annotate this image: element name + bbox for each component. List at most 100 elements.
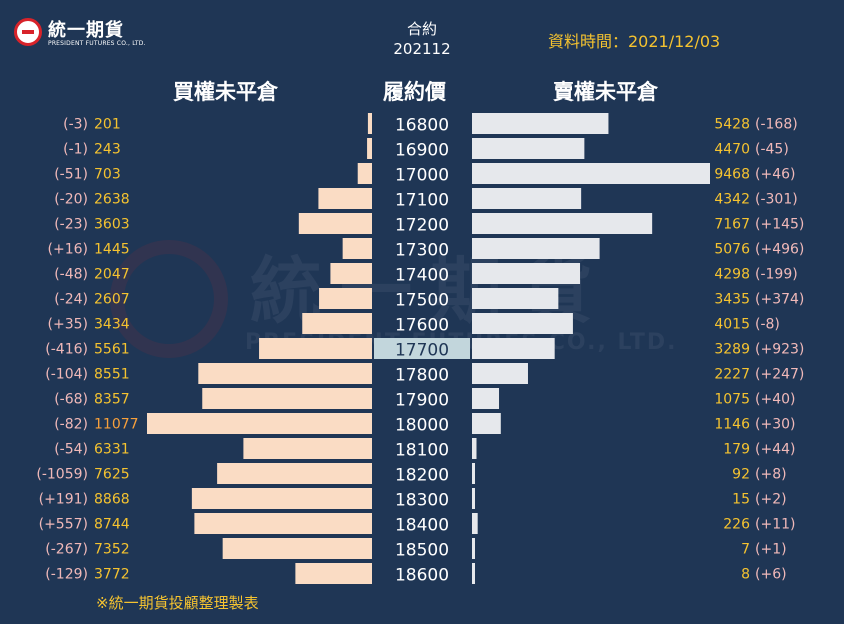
- call-oi-bar: [198, 363, 372, 384]
- put-oi-bar: [472, 288, 559, 309]
- call-change-label: (-82): [54, 417, 88, 433]
- call-oi-label: 8551: [94, 367, 130, 383]
- put-change-label: (-8): [755, 317, 780, 333]
- call-oi-label: 2607: [94, 292, 130, 308]
- put-oi-label: 179: [723, 442, 750, 458]
- put-oi-label: 4298: [714, 267, 750, 283]
- put-oi-bar: [472, 463, 475, 484]
- strike-label: 16900: [395, 141, 449, 161]
- call-change-label: (-267): [45, 542, 88, 558]
- put-oi-bar: [472, 513, 478, 534]
- call-oi-bar: [147, 413, 372, 434]
- put-oi-label: 15: [732, 492, 750, 508]
- put-oi-title: 賣權未平倉: [553, 80, 658, 104]
- call-oi-bar: [318, 188, 372, 209]
- strike-title: 履約價: [383, 80, 446, 104]
- strike-label: 17600: [395, 316, 449, 336]
- put-change-label: (+374): [755, 292, 804, 308]
- strike-label: 17300: [395, 241, 449, 261]
- put-change-label: (+145): [755, 217, 804, 233]
- call-oi-bar: [259, 338, 372, 359]
- call-oi-bar: [367, 138, 372, 159]
- call-oi-bar: [342, 238, 372, 259]
- call-oi-label: 6331: [94, 442, 130, 458]
- strike-label: 17700: [395, 341, 449, 361]
- put-oi-bar: [472, 413, 501, 434]
- call-oi-label: 8744: [94, 517, 130, 533]
- call-change-label: (+557): [39, 517, 88, 533]
- put-oi-label: 1146: [714, 417, 750, 433]
- strike-label: 17000: [395, 166, 449, 186]
- put-change-label: (+2): [755, 492, 787, 508]
- call-oi-label: 3434: [94, 317, 130, 333]
- call-oi-bar: [194, 513, 372, 534]
- call-change-label: (-1059): [36, 467, 88, 483]
- put-oi-label: 3289: [714, 342, 750, 358]
- strike-highlight: [374, 338, 470, 359]
- put-oi-label: 5428: [714, 117, 750, 133]
- call-oi-label: 243: [94, 142, 121, 158]
- put-oi-label: 226: [723, 517, 750, 533]
- put-change-label: (+247): [755, 367, 804, 383]
- call-change-label: (+16): [48, 242, 88, 258]
- call-change-label: (-54): [54, 442, 88, 458]
- call-change-label: (+35): [48, 317, 88, 333]
- put-oi-label: 9468: [714, 167, 750, 183]
- call-oi-label: 8357: [94, 392, 130, 408]
- call-oi-label: 7352: [94, 542, 130, 558]
- put-change-label: (-168): [755, 117, 798, 133]
- put-oi-bar: [472, 363, 528, 384]
- put-oi-bar: [472, 313, 573, 334]
- contract-label: 合約: [406, 20, 437, 38]
- call-change-label: (-104): [45, 367, 88, 383]
- put-oi-bar: [472, 163, 710, 184]
- put-oi-bar: [472, 113, 609, 134]
- call-oi-bar: [319, 288, 372, 309]
- strike-label: 17100: [395, 191, 449, 211]
- put-oi-bar: [472, 263, 581, 284]
- call-oi-bar: [330, 263, 372, 284]
- put-change-label: (+496): [755, 242, 804, 258]
- call-change-label: (-20): [54, 192, 88, 208]
- call-oi-label: 3772: [94, 567, 130, 583]
- call-oi-bar: [202, 388, 372, 409]
- call-change-label: (-48): [54, 267, 88, 283]
- put-oi-bar: [472, 438, 477, 459]
- call-oi-bar: [222, 538, 372, 559]
- logo-icon: [14, 18, 42, 46]
- put-oi-bar: [472, 213, 653, 234]
- put-oi-label: 3435: [714, 292, 750, 308]
- call-oi-bar: [357, 163, 372, 184]
- call-oi-bar: [298, 213, 372, 234]
- call-oi-bar: [367, 113, 372, 134]
- logo-subtitle: PRESIDENT FUTURES CO., LTD.: [48, 40, 146, 47]
- strike-label: 16800: [395, 116, 449, 136]
- call-oi-label: 8868: [94, 492, 130, 508]
- strike-label: 18000: [395, 416, 449, 436]
- strike-label: 17500: [395, 291, 449, 311]
- put-oi-bar: [472, 338, 555, 359]
- put-change-label: (+6): [755, 567, 787, 583]
- call-change-label: (-24): [54, 292, 88, 308]
- put-change-label: (+1): [755, 542, 787, 558]
- call-oi-label: 5561: [94, 342, 130, 358]
- put-oi-bar: [472, 388, 500, 409]
- put-oi-label: 8: [741, 567, 750, 583]
- put-change-label: (+30): [755, 417, 795, 433]
- put-oi-bar: [472, 563, 475, 584]
- strike-label: 18400: [395, 516, 449, 536]
- call-oi-label: 201: [94, 117, 121, 133]
- call-oi-bar: [217, 463, 372, 484]
- put-oi-bar: [472, 188, 582, 209]
- put-change-label: (+11): [755, 517, 795, 533]
- call-oi-label: 703: [94, 167, 121, 183]
- put-oi-label: 4342: [714, 192, 750, 208]
- call-oi-title: 買權未平倉: [173, 80, 278, 104]
- put-oi-label: 92: [732, 467, 750, 483]
- call-oi-label: 3603: [94, 217, 130, 233]
- call-change-label: (-416): [45, 342, 88, 358]
- put-change-label: (-45): [755, 142, 789, 158]
- strike-label: 17200: [395, 216, 449, 236]
- call-change-label: (-129): [45, 567, 88, 583]
- put-oi-bar: [472, 238, 600, 259]
